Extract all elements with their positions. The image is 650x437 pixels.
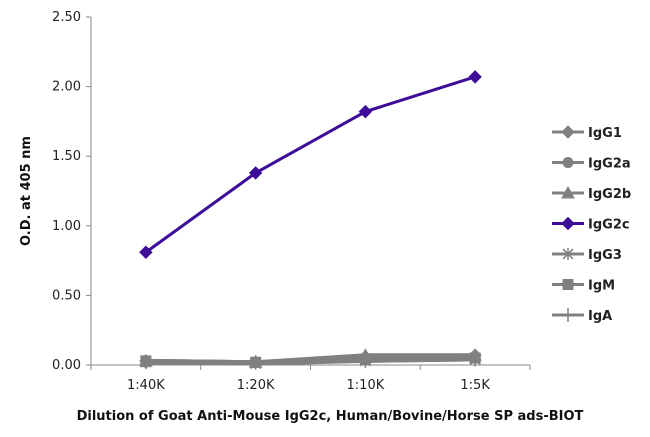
y-axis-label: O.D. at 405 nm xyxy=(19,136,34,246)
y-tick-label: 2.50 xyxy=(52,10,81,25)
legend-item-igm: IgM xyxy=(552,279,615,294)
x-axis-label: Dilution of Goat Anti-Mouse IgG2c, Human… xyxy=(77,409,584,424)
legend-label: IgG2c xyxy=(588,218,630,233)
x-tick-label: 1:5K xyxy=(460,378,490,393)
legend-label: IgG1 xyxy=(588,126,622,141)
x-tick-label: 1:40K xyxy=(127,378,165,393)
y-tick-label: 2.00 xyxy=(52,80,81,95)
legend-marker-icon xyxy=(561,185,575,199)
legend-marker-icon xyxy=(562,248,574,260)
y-tick-label: 1.00 xyxy=(52,219,81,234)
axes: 0.00 0.50 1.00 1.50 2.00 2.50 1:40K 1:20K 1:10K 1… xyxy=(52,10,531,393)
legend-label: IgG2a xyxy=(588,157,631,172)
legend-item-igg1: IgG1 xyxy=(552,125,622,141)
x-tick-label: 1:20K xyxy=(237,378,275,393)
legend-marker-icon xyxy=(561,216,575,231)
legend-label: IgG3 xyxy=(588,248,622,263)
legend-marker-icon xyxy=(562,157,574,168)
legend-marker-icon xyxy=(562,279,574,290)
legend: IgG1 IgG2a IgG2b IgG2c IgG3 IgM IgA xyxy=(552,125,631,324)
legend-marker-icon xyxy=(561,125,575,139)
legend-item-igg2b: IgG2b xyxy=(552,185,631,202)
series-iga xyxy=(145,352,476,370)
data-point xyxy=(248,166,263,180)
data-point xyxy=(468,70,482,84)
series-group xyxy=(139,70,482,370)
y-tick-label: 1.50 xyxy=(52,149,81,164)
series-line xyxy=(145,357,476,365)
legend-item-iga: IgA xyxy=(552,308,612,324)
legend-item-igg2c: IgG2c xyxy=(552,216,630,233)
data-point xyxy=(139,245,153,259)
legend-item-igg3: IgG3 xyxy=(552,248,622,263)
series-igg2c xyxy=(139,70,482,259)
data-point xyxy=(358,104,373,119)
y-tick-label: 0.50 xyxy=(52,288,81,303)
legend-label: IgM xyxy=(588,279,615,294)
legend-label: IgG2b xyxy=(588,187,631,202)
legend-label: IgA xyxy=(588,309,612,324)
legend-item-igg2a: IgG2a xyxy=(552,157,631,172)
series-line xyxy=(144,75,476,254)
x-tick-label: 1:10K xyxy=(347,378,385,393)
y-tick-label: 0.00 xyxy=(52,358,81,373)
